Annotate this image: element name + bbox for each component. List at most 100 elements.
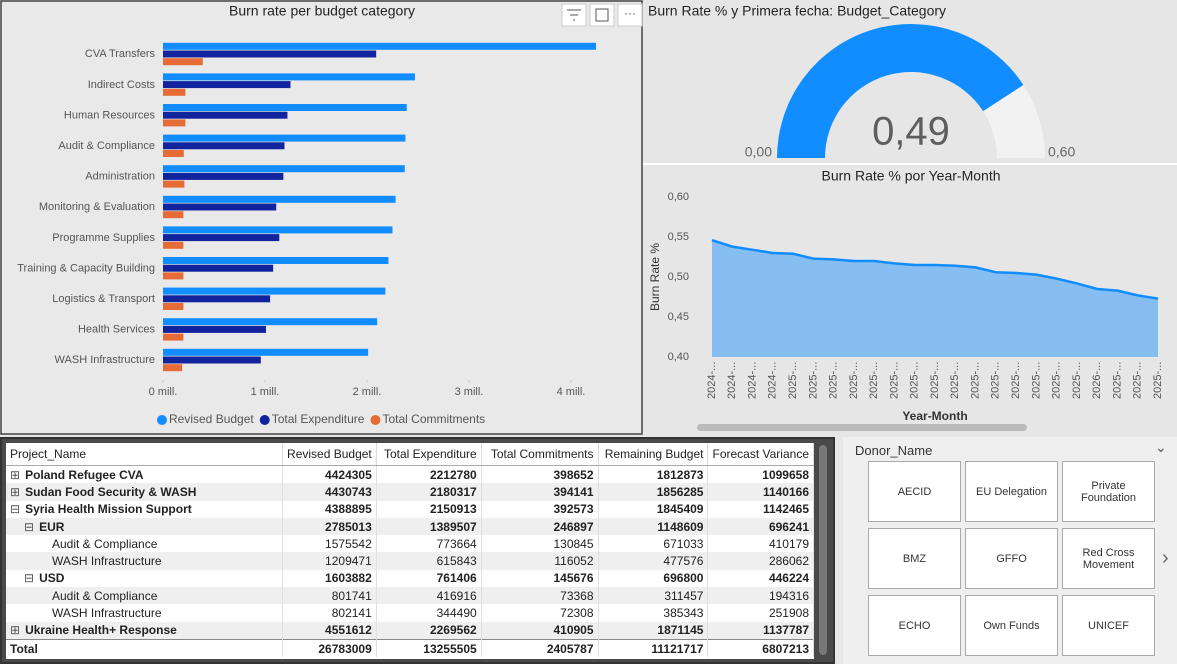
cell-text: 116052 (554, 554, 594, 569)
slicer-tile[interactable]: UNICEF (1062, 595, 1155, 656)
slicer-tile[interactable]: EU Delegation (965, 461, 1058, 522)
cell: 696800 (598, 569, 709, 588)
cell: 1871145 (598, 621, 709, 640)
cell: 773664 (376, 535, 482, 553)
slicer-title: Donor_Name (855, 443, 933, 458)
bar (163, 264, 274, 272)
cell: 398652 (481, 465, 599, 484)
cell-text: Sudan Food Security & WASH (25, 484, 197, 499)
cell-text: 446224 (768, 571, 809, 586)
cell: 1845409 (598, 500, 709, 518)
cell: 1099658 (707, 465, 814, 484)
cell-text: 1209471 (325, 554, 372, 569)
cell-text: 696241 (768, 519, 809, 534)
chevron[interactable]: ⌄ (1155, 439, 1167, 455)
cell: 416916 (376, 587, 482, 605)
x-tick-label: 2 mill. (353, 386, 382, 398)
cell-text: 11121717 (651, 641, 704, 656)
next-arrow[interactable]: › (1162, 547, 1169, 569)
cell: 4430743 (282, 483, 377, 501)
bar (163, 333, 184, 341)
bar (163, 325, 267, 333)
expand-icon[interactable]: ⊞ (10, 467, 21, 482)
x-tick-label: 2025-... (1071, 362, 1083, 399)
slicer-tile[interactable]: AECID (868, 461, 961, 522)
expand-icon[interactable]: ⊞ (10, 484, 21, 499)
cell: 1142465 (707, 500, 814, 518)
expand-icon[interactable]: ⊞ (10, 623, 21, 638)
cell: 1209471 (282, 552, 377, 570)
cell-text: 4424305 (325, 467, 372, 482)
cell: ⊞ Poland Refugee CVA (6, 465, 283, 484)
x-tick-label: 2025-... (868, 362, 880, 399)
scrollbar (819, 445, 827, 655)
cell-text: 246897 (553, 519, 594, 534)
cell-text: 2785013 (325, 519, 372, 534)
cell: 11121717 (598, 638, 709, 658)
cell: 344490 (376, 604, 482, 622)
cell: 1140166 (707, 483, 814, 501)
cell-text: 1845409 (656, 502, 704, 517)
cell: ⊞ Sudan Food Security & WASH (6, 483, 283, 501)
cell-text: USD (39, 571, 65, 586)
cell: 251908 (707, 604, 814, 622)
cell: 2180317 (376, 483, 482, 501)
focus-icon[interactable] (589, 3, 615, 27)
x-tick-label: 0 mill. (149, 386, 178, 398)
y-tick-label: Training & Capacity Building (17, 262, 155, 274)
gauge-limit: 0,00 (745, 144, 772, 160)
x-tick-label: 2024-... (767, 362, 779, 399)
slicer-tile[interactable]: Own Funds (965, 595, 1058, 656)
bar (163, 150, 184, 157)
cell: 1856285 (598, 483, 709, 501)
cell-text: 26783009 (318, 641, 372, 656)
cell-text: 1142465 (762, 502, 809, 517)
slicer-tile[interactable]: Private Foundation (1062, 461, 1155, 522)
legend-label: Revised Budget (169, 412, 254, 426)
cell: 6807213 (707, 638, 814, 658)
table-row: ⊟ USD 1603882 761406 145676 696800 446224 (6, 569, 814, 588)
cell-text: 671033 (663, 536, 704, 551)
y-tick-label: CVA Transfers (85, 48, 156, 60)
expand-icon[interactable]: ⊟ (10, 502, 21, 517)
cell-text: 4430743 (325, 484, 372, 499)
x-tick-label: 2025-... (828, 362, 840, 399)
bar (163, 172, 284, 180)
expand-icon[interactable]: ⊟ (24, 571, 35, 586)
slicer-tile[interactable]: GFFO (965, 528, 1058, 589)
cell-text: 2212780 (429, 467, 477, 482)
cell-text: Audit & Compliance (52, 588, 158, 603)
cell-text: WASH Infrastructure (52, 606, 162, 621)
cell-text: EUR (39, 519, 65, 534)
x-tick-label: 2025-... (848, 362, 860, 399)
x-tick-label: 2025-... (807, 362, 819, 399)
slicer-tile[interactable]: BMZ (868, 528, 961, 589)
expand-icon[interactable]: ⊟ (24, 519, 35, 534)
cell-text: Total (10, 641, 38, 656)
slicer-tile[interactable]: ECHO (868, 595, 961, 656)
cell-text: 410179 (768, 536, 809, 551)
bar (163, 50, 377, 58)
chart-title: Burn Rate % y Primera fecha: Budget_Cate… (648, 3, 946, 19)
line (711, 239, 1159, 300)
x-tick-label: 2025-... (1152, 362, 1164, 399)
cell-text: 410905 (553, 623, 594, 638)
cell: 477576 (598, 552, 709, 570)
bar (163, 348, 369, 356)
cell-text: 2180317 (429, 484, 477, 499)
table-row: Audit & Compliance 801741 416916 73368 31145… (6, 587, 814, 605)
cell: ⊟ EUR (6, 517, 283, 536)
cell-text: 2405787 (546, 641, 594, 656)
more-icon[interactable] (617, 3, 643, 27)
x-tick-label: 2025-... (929, 362, 941, 399)
cell: WASH Infrastructure (6, 552, 283, 570)
legend-swatch (259, 415, 270, 425)
x-tick-label: 2025-... (909, 362, 921, 399)
slicer-tile[interactable]: Red Cross Movement (1062, 528, 1155, 589)
cell: 26783009 (282, 638, 377, 658)
table-row: WASH Infrastructure 802141 344490 72308 3853… (6, 604, 814, 622)
bar (163, 211, 184, 219)
cell: 392573 (481, 500, 599, 518)
gauge-value: 0,49 (872, 110, 950, 154)
bar (163, 165, 405, 173)
